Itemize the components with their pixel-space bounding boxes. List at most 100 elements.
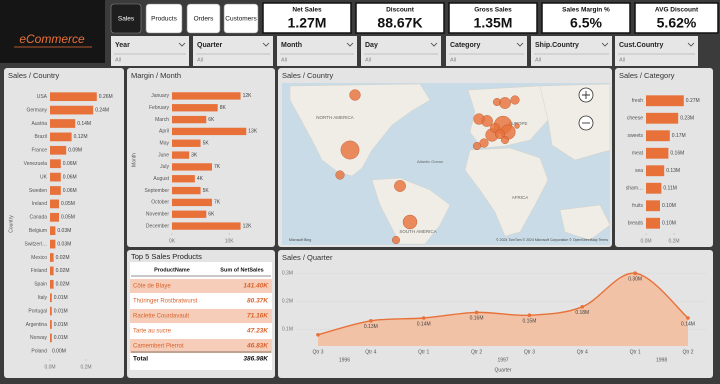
tab-label[interactable]: Products <box>151 16 177 23</box>
slicer[interactable] <box>446 36 527 66</box>
category-label: sham… <box>626 186 643 192</box>
bar <box>50 132 72 142</box>
category-label: December <box>146 223 169 229</box>
data-label: 0.17M <box>672 133 686 139</box>
category-label: Norway <box>30 335 47 341</box>
category-label: Argentina <box>26 322 48 328</box>
category-label: March <box>155 117 169 123</box>
category-label: June <box>158 152 169 158</box>
slicer-value[interactable]: All <box>619 57 625 63</box>
slicer-value[interactable]: All <box>535 57 541 63</box>
bar <box>646 130 670 142</box>
bar <box>172 198 212 207</box>
bar <box>646 200 660 212</box>
kpi-title: AVG Discount <box>655 7 699 14</box>
category-label: Belgium <box>29 228 47 234</box>
kpi-card <box>634 2 719 34</box>
category-label: Switzerl… <box>24 241 47 247</box>
slicer-value[interactable]: All <box>365 57 371 63</box>
point <box>421 316 426 320</box>
slicer-value[interactable]: All <box>281 57 287 63</box>
slicer[interactable] <box>531 36 612 66</box>
x-tick-label: 10K <box>225 238 235 244</box>
slicer[interactable] <box>277 36 357 66</box>
table-cell: Camembert Pierrot <box>133 344 184 350</box>
bar <box>646 182 662 194</box>
kpi-card <box>355 2 445 34</box>
bar <box>50 320 52 329</box>
y-tick-label: 0.2M <box>282 299 293 305</box>
tab-label[interactable]: Customers <box>225 16 257 23</box>
data-label: 0.16M <box>470 316 484 322</box>
tab-button[interactable] <box>145 3 183 34</box>
data-label: 0.23M <box>680 116 694 122</box>
tab-label[interactable]: Orders <box>194 16 215 23</box>
slicer[interactable] <box>193 36 273 66</box>
tab-button[interactable] <box>110 3 142 34</box>
slicer-label: Month <box>281 42 302 49</box>
bar <box>50 212 59 222</box>
point <box>527 313 532 318</box>
slicer-label: Cust.Country <box>619 42 663 49</box>
slicer-label: Day <box>365 42 378 49</box>
data-label: 0.02M <box>56 268 70 274</box>
table-row-bg <box>130 309 272 323</box>
data-label: 6K <box>208 212 215 218</box>
slicer-chevron[interactable] <box>516 42 524 47</box>
slicer-value[interactable]: All <box>197 57 203 63</box>
category-label: meat <box>632 151 644 157</box>
table-row-bg <box>130 279 272 293</box>
zoom-icon[interactable] <box>582 91 590 99</box>
tab-label[interactable]: Sales <box>118 16 135 23</box>
bar <box>646 147 669 159</box>
point <box>316 333 320 337</box>
slicer-chevron[interactable] <box>430 42 438 47</box>
category-label: Ireland <box>32 201 48 207</box>
data-label: 5K <box>203 188 210 194</box>
data-label: 0.00M <box>52 349 66 355</box>
slicer[interactable] <box>361 36 441 66</box>
data-label: 12K <box>243 223 253 229</box>
kpi-title: Discount <box>386 7 415 14</box>
map-bubble <box>394 180 406 192</box>
slicer[interactable] <box>615 36 698 66</box>
slicer-label: Category <box>450 42 480 49</box>
bar <box>646 95 684 107</box>
x-tick-label: Qtr 4 <box>577 349 588 355</box>
map-bubble <box>349 89 361 101</box>
map-land <box>539 83 611 161</box>
tab-button[interactable] <box>223 3 259 34</box>
map-label: AFRICA <box>512 195 529 200</box>
slicer-value[interactable]: All <box>115 57 121 63</box>
category-label: May <box>160 141 170 147</box>
category-label: Italy <box>38 295 48 301</box>
slicer[interactable] <box>111 36 189 66</box>
slicer-chevron[interactable] <box>687 42 695 47</box>
data-label: 4K <box>197 176 204 182</box>
map-land <box>464 147 549 237</box>
category-label: Sweden <box>29 188 47 194</box>
panel <box>4 68 124 378</box>
slicer-chevron[interactable] <box>178 42 186 47</box>
map-bubble <box>501 135 510 144</box>
slicer-value[interactable]: All <box>450 57 456 63</box>
bar <box>50 226 56 236</box>
data-label: 7K <box>214 200 221 206</box>
data-label: 0.10M <box>662 221 676 227</box>
data-label: 0.26M <box>99 94 113 100</box>
y-tick-label: 0.3M <box>282 271 293 277</box>
bar <box>50 293 52 303</box>
bar <box>172 104 218 112</box>
slicer-chevron[interactable] <box>262 42 270 47</box>
tab-button[interactable] <box>186 3 221 34</box>
map-bubble <box>479 138 489 148</box>
category-label: September <box>145 188 170 194</box>
axis-title: Quarter <box>495 367 512 373</box>
data-label: 6K <box>208 117 215 123</box>
slicer-chevron[interactable] <box>346 42 354 47</box>
map-label: SOUTH AMERICA <box>399 229 436 234</box>
slicer-chevron[interactable] <box>601 42 609 47</box>
category-label: Venezuela <box>24 161 48 167</box>
bar <box>50 266 54 276</box>
